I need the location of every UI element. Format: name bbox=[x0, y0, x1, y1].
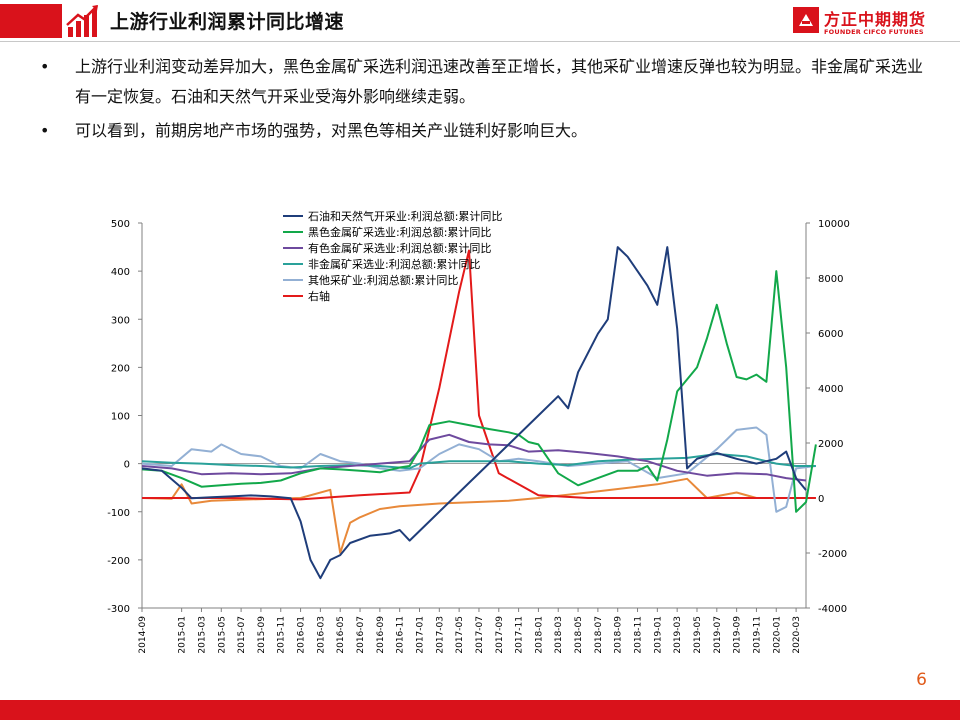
legend-label-5: 右轴 bbox=[308, 289, 330, 303]
x-tick-label: 2017-09 bbox=[495, 616, 505, 654]
series-line-3 bbox=[141, 453, 816, 470]
x-tick-label: 2015-09 bbox=[257, 616, 267, 654]
series-line-5 bbox=[142, 249, 816, 501]
bullet-text: 可以看到，前期房地产市场的强势，对黑色等相关产业链利好影响巨大。 bbox=[75, 121, 588, 140]
y-right-tick-label: 8000 bbox=[818, 274, 843, 285]
y-right-tick-label: 10000 bbox=[818, 219, 850, 230]
y-right-tick-label: -2000 bbox=[818, 549, 847, 560]
x-tick-label: 2018-03 bbox=[554, 616, 564, 654]
x-tick-label: 2020-03 bbox=[792, 616, 802, 654]
x-tick-label: 2015-01 bbox=[178, 616, 188, 654]
x-tick-label: 2015-03 bbox=[197, 616, 207, 654]
x-tick-label: 2014-09 bbox=[138, 616, 148, 654]
bullet-item: • 上游行业利润变动差异加大，黑色金属矿采选利润迅速改善至正增长，其他采矿业增速… bbox=[40, 52, 930, 112]
y-left-tick-label: 500 bbox=[111, 219, 130, 230]
page-number: 6 bbox=[916, 670, 927, 690]
y-right-tick-label: 6000 bbox=[818, 329, 843, 340]
x-tick-label: 2018-09 bbox=[614, 616, 624, 654]
x-tick-label: 2019-09 bbox=[733, 616, 743, 654]
footer-bar bbox=[0, 700, 960, 720]
x-tick-label: 2016-01 bbox=[297, 616, 307, 654]
x-tick-label: 2017-11 bbox=[515, 616, 525, 654]
bullet-item: • 可以看到，前期房地产市场的强势，对黑色等相关产业链利好影响巨大。 bbox=[40, 116, 930, 146]
series-line-2 bbox=[141, 433, 807, 482]
legend-label-1: 黑色金属矿采选业:利润总额:累计同比 bbox=[308, 225, 491, 239]
y-right-tick-label: -4000 bbox=[818, 604, 847, 615]
x-tick-label: 2019-03 bbox=[673, 616, 683, 654]
company-logo: 方正中期期货 FOUNDER CIFCO FUTURES bbox=[792, 6, 942, 40]
series-line-4 bbox=[141, 426, 817, 513]
y-right-tick-label: 0 bbox=[818, 494, 824, 505]
y-right-tick-label: 4000 bbox=[818, 384, 843, 395]
y-left-tick-label: -200 bbox=[107, 556, 130, 567]
x-tick-label: 2018-11 bbox=[634, 616, 644, 654]
logo-mark-icon bbox=[793, 7, 819, 33]
x-tick-label: 2019-01 bbox=[653, 616, 663, 654]
x-tick-label: 2017-03 bbox=[435, 616, 445, 654]
header: 上游行业利润累计同比增速 方正中期期货 FOUNDER CIFCO FUTURE… bbox=[0, 0, 960, 44]
series-line-6 bbox=[141, 477, 816, 554]
x-tick-label: 2015-11 bbox=[277, 616, 287, 654]
bullet-list: • 上游行业利润变动差异加大，黑色金属矿采选利润迅速改善至正增长，其他采矿业增速… bbox=[40, 52, 930, 150]
legend-label-4: 其他采矿业:利润总额:累计同比 bbox=[308, 273, 458, 287]
x-tick-label: 2018-05 bbox=[574, 616, 584, 654]
x-tick-label: 2015-07 bbox=[237, 616, 247, 654]
x-tick-label: 2016-05 bbox=[336, 616, 346, 654]
bullet-marker: • bbox=[40, 57, 50, 76]
header-accent-bar bbox=[0, 4, 62, 38]
growth-chart-icon bbox=[66, 5, 98, 37]
x-tick-label: 2016-11 bbox=[396, 616, 406, 654]
y-left-tick-label: 0 bbox=[124, 460, 130, 471]
x-tick-label: 2019-07 bbox=[713, 616, 723, 654]
x-tick-label: 2018-01 bbox=[534, 616, 544, 654]
y-left-tick-label: 400 bbox=[111, 267, 130, 278]
x-tick-label: 2019-11 bbox=[752, 616, 762, 654]
y-left-tick-label: 100 bbox=[111, 412, 130, 423]
x-tick-label: 2017-05 bbox=[455, 616, 465, 654]
legend-label-0: 石油和天然气开采业:利润总额:累计同比 bbox=[308, 209, 502, 223]
y-left-tick-label: -300 bbox=[107, 604, 130, 615]
x-tick-label: 2018-07 bbox=[594, 616, 604, 654]
y-left-tick-label: -100 bbox=[107, 508, 130, 519]
bullet-text: 上游行业利润变动差异加大，黑色金属矿采选利润迅速改善至正增长，其他采矿业增速反弹… bbox=[75, 57, 924, 106]
x-tick-label: 2017-01 bbox=[415, 616, 425, 654]
logo-text-en: FOUNDER CIFCO FUTURES bbox=[824, 28, 924, 36]
y-right-tick-label: 2000 bbox=[818, 439, 843, 450]
page-title: 上游行业利润累计同比增速 bbox=[110, 11, 345, 33]
bullet-marker: • bbox=[40, 121, 50, 140]
header-divider bbox=[0, 41, 960, 42]
legend-label-2: 有色金属矿采选业:利润总额:累计同比 bbox=[308, 241, 491, 255]
y-left-tick-label: 200 bbox=[111, 363, 130, 374]
x-tick-label: 2020-01 bbox=[772, 616, 782, 654]
x-tick-label: 2016-03 bbox=[316, 616, 326, 654]
y-left-tick-label: 300 bbox=[111, 315, 130, 326]
x-tick-label: 2015-05 bbox=[217, 616, 227, 654]
series-line-1 bbox=[141, 270, 817, 513]
x-tick-label: 2016-07 bbox=[356, 616, 366, 654]
legend-label-3: 非金属矿采选业:利润总额:累计同比 bbox=[308, 257, 480, 271]
logo-text-cn: 方正中期期货 bbox=[824, 10, 927, 29]
line-chart: 500 400 300 200 100 0 -100 -200 -300 10000 8000 600… bbox=[0, 200, 960, 670]
series-line-0 bbox=[141, 246, 807, 580]
x-tick-label: 2019-05 bbox=[693, 616, 703, 654]
x-tick-label: 2016-09 bbox=[376, 616, 386, 654]
chart-svg: 500 400 300 200 100 0 -100 -200 -300 10000 8000 600… bbox=[107, 209, 850, 654]
x-tick-label: 2017-07 bbox=[475, 616, 485, 654]
